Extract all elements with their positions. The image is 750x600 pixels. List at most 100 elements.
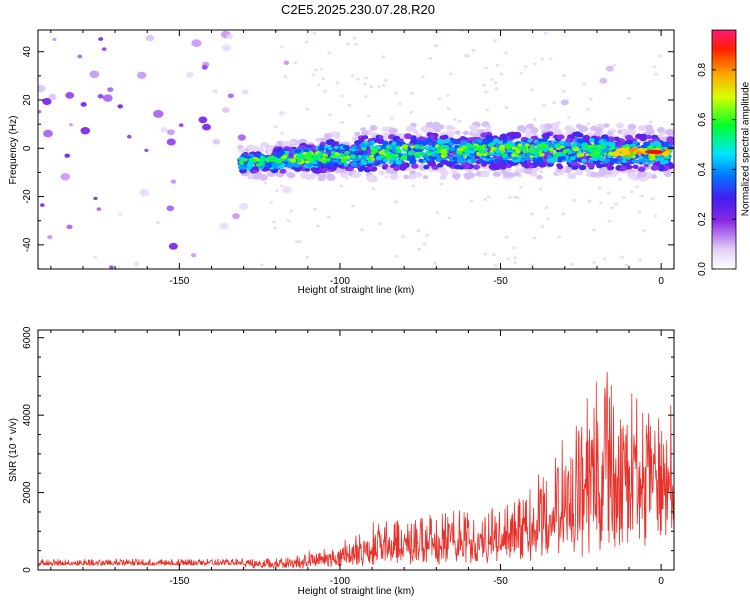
- spectrogram-frame: [37, 29, 675, 270]
- ridge-cell: [560, 145, 565, 149]
- ridge-cell: [473, 148, 478, 151]
- ridge-cell: [391, 141, 397, 146]
- ridge-cell: [374, 145, 382, 150]
- ridge-cell: [362, 147, 367, 151]
- colorbar-gradient: [712, 30, 736, 269]
- noise-speckle: [280, 45, 284, 49]
- ridge-cell: [637, 125, 647, 132]
- noise-speckle: [237, 134, 246, 141]
- snr-series-line: [38, 371, 674, 570]
- noise-speckle: [494, 87, 499, 90]
- y-tick-label: 0: [22, 145, 33, 151]
- ridge-cell: [597, 154, 604, 159]
- ridge-cell: [320, 166, 328, 173]
- ridge-cell: [585, 153, 589, 157]
- noise-speckle: [484, 66, 488, 70]
- ridge-cell: [564, 125, 574, 132]
- noise-speckle: [38, 109, 42, 114]
- noise-speckle: [499, 72, 504, 76]
- ridge-cell: [395, 160, 403, 165]
- noise-speckle: [561, 90, 566, 93]
- ridge-cell: [649, 142, 656, 147]
- ridge-cell: [445, 160, 454, 167]
- spectrogram-panel: -150 -100 -50 0 -40 -20 0 20 40 Height of strai…: [8, 29, 675, 296]
- ridge-cell: [626, 156, 631, 160]
- noise-speckle: [492, 253, 496, 256]
- chart-title: C2E5.2025.230.07.28.R20: [281, 2, 435, 17]
- ridge-cell: [342, 145, 348, 149]
- ridge-cell: [344, 150, 350, 155]
- noise-speckle: [381, 84, 386, 87]
- noise-speckle: [178, 123, 184, 128]
- noise-speckle: [273, 125, 278, 129]
- ridge-cell: [590, 172, 598, 178]
- ridge-cell: [637, 166, 646, 172]
- ridge-cell: [582, 134, 591, 141]
- noise-speckle: [606, 191, 611, 195]
- ridge-cell: [416, 133, 422, 138]
- noise-speckle: [89, 70, 100, 79]
- ridge-peak: [645, 149, 664, 154]
- ridge-cell: [485, 124, 492, 130]
- ridge-cell: [279, 168, 287, 174]
- ridge-cell: [452, 156, 458, 161]
- noise-speckle: [363, 82, 367, 86]
- ridge-cell: [594, 131, 602, 137]
- ridge-cell: [514, 172, 520, 177]
- noise-speckle: [629, 190, 634, 194]
- noise-speckle: [40, 203, 45, 207]
- spectrogram-noise: [38, 30, 663, 269]
- ridge-cell: [435, 158, 441, 162]
- ridge-cell: [471, 128, 480, 135]
- noise-speckle: [316, 224, 320, 228]
- noise-speckle: [652, 65, 657, 69]
- ridge-cell: [383, 149, 390, 154]
- ridge-cell: [504, 167, 512, 172]
- noise-speckle: [263, 181, 268, 185]
- ridge-cell: [378, 170, 385, 175]
- ridge-cell: [472, 164, 480, 170]
- ridge-cell: [453, 164, 462, 170]
- ridge-cell: [323, 155, 328, 159]
- ridge-cell: [349, 154, 357, 159]
- spectrogram-y-ticks: -40 -20 0 20 40: [22, 46, 674, 270]
- ridge-cell: [650, 174, 658, 179]
- y-tick-label: 4000: [22, 404, 33, 427]
- ridge-cell: [423, 145, 430, 151]
- ridge-cell: [347, 166, 354, 172]
- noise-speckle: [614, 202, 619, 206]
- noise-speckle: [48, 93, 57, 100]
- ridge-cell: [538, 146, 544, 150]
- ridge-cell: [418, 158, 424, 163]
- ridge-cell: [631, 155, 636, 159]
- noise-speckle: [60, 173, 71, 181]
- ridge-cell: [625, 134, 633, 141]
- ridge-cell: [505, 146, 511, 150]
- noise-speckle: [160, 127, 168, 133]
- ridge-cell: [596, 163, 604, 169]
- ridge-cell: [531, 148, 538, 154]
- x-tick-label: -150: [169, 576, 189, 587]
- ridge-cell: [303, 148, 309, 153]
- ridge-cell: [507, 172, 516, 178]
- ridge-cell: [306, 151, 312, 156]
- ridge-cell: [608, 147, 614, 151]
- snr-x-label: Height of straight line (km): [298, 586, 415, 597]
- ridge-cell: [465, 143, 473, 149]
- noise-speckle: [126, 134, 132, 139]
- ridge-cell: [422, 175, 429, 180]
- noise-speckle: [654, 73, 658, 76]
- ridge-cell: [639, 136, 646, 141]
- ridge-cell: [581, 158, 587, 163]
- ridge-cell: [388, 160, 394, 165]
- ridge-cell: [490, 146, 496, 151]
- noise-speckle: [279, 184, 284, 188]
- ridge-cell: [333, 145, 339, 150]
- noise-speckle: [417, 247, 422, 251]
- noise-speckle: [439, 182, 444, 186]
- ridge-cell: [650, 165, 659, 171]
- ridge-cell: [643, 148, 648, 151]
- ridge-cell: [627, 165, 633, 170]
- ridge-cell: [595, 126, 603, 133]
- ridge-cell: [300, 156, 305, 160]
